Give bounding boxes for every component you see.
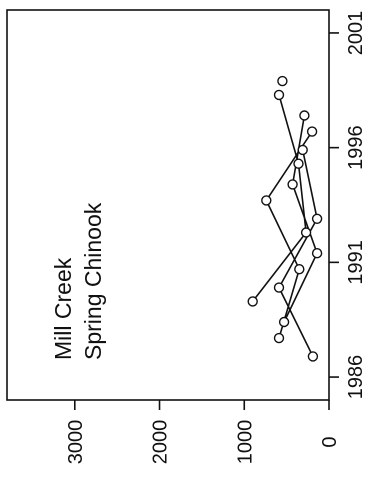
x-tick-label: 2001	[345, 11, 367, 56]
data-point	[273, 332, 285, 344]
data-point	[277, 75, 288, 87]
data-point	[311, 213, 323, 225]
data-point	[297, 144, 308, 156]
y-tick-label: 2000	[150, 420, 172, 465]
data-point	[287, 179, 298, 190]
chart-title: Mill Creek Spring Chinook	[50, 202, 106, 360]
y-tick-label: 1000	[234, 420, 256, 465]
y-tick-label: 3000	[65, 420, 87, 465]
series-line	[265, 131, 313, 339]
title-line-2: Spring Chinook	[80, 202, 106, 360]
data-point	[273, 282, 285, 293]
data-point	[294, 264, 305, 275]
series-line	[252, 94, 307, 302]
tick-layer: 1986 1991 1996 2001 0 1000 2000 3000	[65, 11, 367, 465]
series-layer	[247, 75, 323, 362]
data-point	[278, 316, 290, 328]
data-point	[261, 195, 272, 206]
data-point	[306, 126, 318, 137]
data-point	[273, 89, 285, 101]
data-point	[299, 110, 310, 121]
x-tick-label: 1996	[345, 125, 367, 170]
data-point	[300, 227, 312, 238]
data-point	[247, 296, 258, 307]
x-tick-label: 1991	[345, 240, 367, 285]
title-line-1: Mill Creek	[50, 257, 76, 360]
data-point	[293, 158, 304, 169]
data-point	[311, 247, 323, 259]
series-line	[278, 149, 318, 357]
y-tick-label: 0	[319, 436, 341, 447]
data-point	[307, 351, 319, 362]
plot-frame	[6, 9, 330, 401]
x-tick-label: 1986	[345, 355, 367, 400]
